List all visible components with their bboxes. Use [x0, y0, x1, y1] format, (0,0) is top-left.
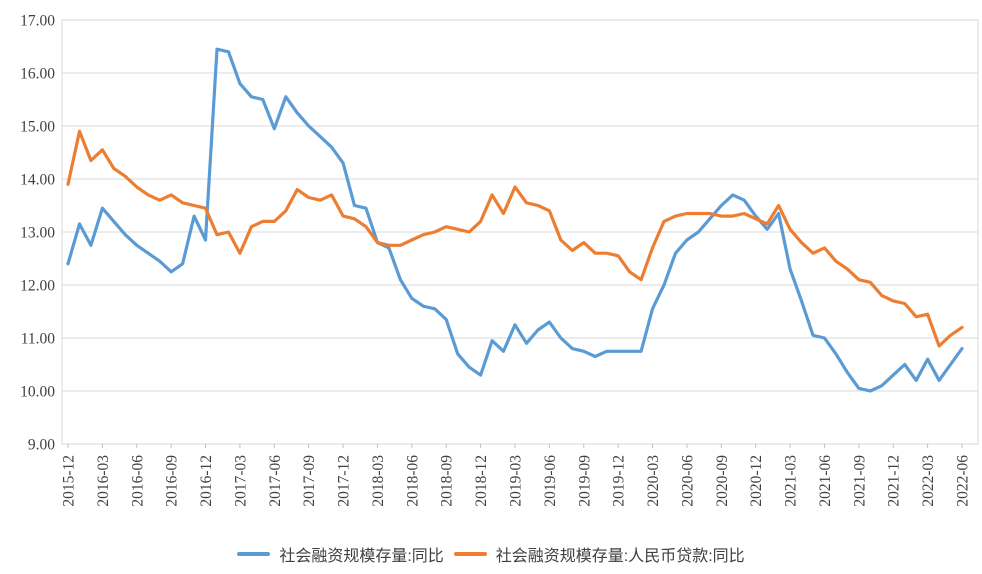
x-axis-tick-label: 2020-03	[645, 455, 662, 507]
y-axis-tick-label: 16.00	[20, 66, 55, 83]
x-axis-tick-label: 2019-03	[508, 455, 525, 507]
x-axis-tick-label: 2020-09	[714, 455, 731, 507]
plot-border	[61, 19, 979, 445]
legend-line-sample-blue	[237, 552, 271, 556]
y-axis-tick-label: 15.00	[20, 119, 55, 136]
x-axis-tick-label: 2016-12	[198, 455, 215, 507]
x-axis-tick-label: 2020-06	[679, 455, 696, 507]
y-axis-tick-label: 13.00	[20, 225, 55, 242]
x-axis-tick-label: 2021-03	[783, 455, 800, 507]
legend-item-tsf-yoy: 社会融资规模存量:同比	[237, 542, 444, 566]
x-axis-tick-label: 2018-03	[370, 455, 387, 507]
y-axis-tick-label: 10.00	[20, 384, 55, 401]
chart-legend: 社会融资规模存量:同比 社会融资规模存量:人民币贷款:同比	[0, 542, 982, 566]
x-axis-tick-label: 2016-03	[95, 455, 112, 507]
x-axis-tick-label: 2017-12	[336, 455, 353, 507]
x-axis-tick-label: 2019-06	[542, 455, 559, 507]
y-axis-tick-label: 12.00	[20, 278, 55, 295]
x-axis-tick-label: 2018-12	[473, 455, 490, 507]
legend-item-rmb-loans-yoy: 社会融资规模存量:人民币贷款:同比	[453, 542, 745, 566]
x-axis-tick-label: 2017-09	[301, 455, 318, 507]
y-axis-tick-label: 17.00	[20, 13, 55, 30]
x-axis-tick-label: 2019-09	[576, 455, 593, 507]
y-axis-tick-label: 14.00	[20, 172, 55, 189]
x-axis-tick-label: 2022-06	[955, 455, 972, 507]
x-axis-tick-label: 2018-06	[404, 455, 421, 507]
legend-label-tsf-yoy: 社会融资规模存量:同比	[279, 548, 444, 565]
series-rmb-loans-yoy-line	[66, 129, 964, 348]
legend-label-rmb-loans-yoy: 社会融资规模存量:人民币贷款:同比	[495, 548, 745, 565]
x-axis-tick-label: 2020-12	[748, 455, 765, 507]
x-axis-tick-label: 2021-12	[886, 455, 903, 507]
y-axis-tick-label: 11.00	[21, 331, 56, 348]
x-axis-tick-label: 2017-06	[267, 455, 284, 507]
legend-line-sample-orange	[453, 552, 487, 556]
x-axis-tick-label: 2018-09	[439, 455, 456, 507]
x-axis-tick-label: 2016-06	[129, 455, 146, 507]
x-axis-tick-label: 2022-03	[920, 455, 937, 507]
x-axis-tick-label: 2019-12	[611, 455, 628, 507]
series-tsf-yoy-line	[66, 47, 964, 393]
y-axis-tick-label: 9.00	[28, 437, 55, 454]
x-axis-tick-label: 2016-09	[164, 455, 181, 507]
x-axis-tick-label: 2021-06	[817, 455, 834, 507]
x-axis-tick-label: 2015-12	[61, 455, 78, 507]
x-axis-tick-label: 2021-09	[851, 455, 868, 507]
x-axis-tick-label: 2017-03	[232, 455, 249, 507]
